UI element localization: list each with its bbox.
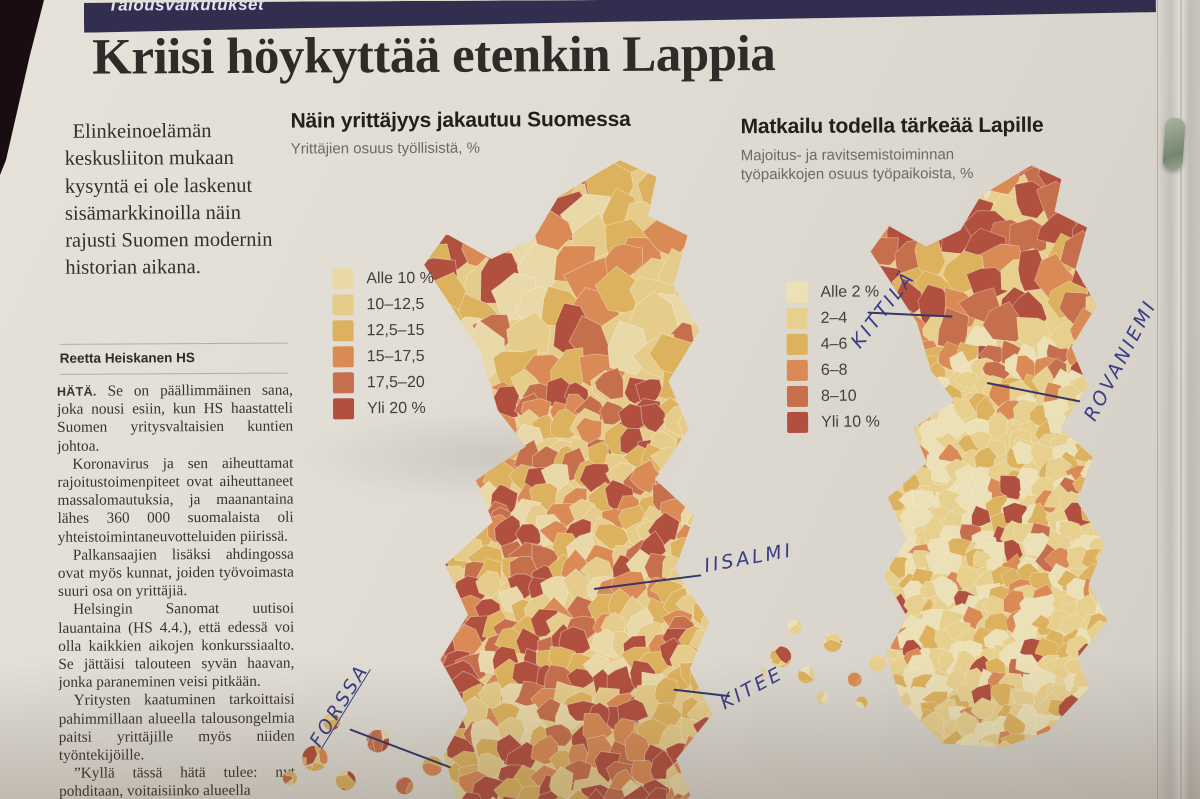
legend-label: Yli 20 % bbox=[366, 399, 426, 417]
map2-title: Matkailu todella tärkeää Lapille bbox=[740, 113, 1044, 139]
body-paragraph: HÄTÄ. Se on päällimmäinen sana, joka nou… bbox=[56, 381, 294, 455]
article-byline: Reetta Heiskanen HS bbox=[59, 350, 195, 366]
map1-legend: Alle 10 % 10–12,5 12,5–15 15–17,5 17,5–20 Yli… bbox=[332, 268, 434, 425]
page-crease bbox=[1180, 0, 1182, 799]
legend-row: 8–10 bbox=[786, 385, 880, 408]
legend-swatch bbox=[332, 398, 355, 420]
legend-label: 4–6 bbox=[820, 335, 848, 353]
legend-row: Alle 2 % bbox=[786, 281, 880, 304]
article-headline: Kriisi höykyttää etenkin Lappia bbox=[92, 26, 776, 86]
byline-rule-top bbox=[59, 342, 288, 345]
legend-row: Yli 10 % bbox=[787, 411, 880, 434]
legend-row: 17,5–20 bbox=[332, 372, 435, 394]
body-paragraph: ”Kyllä tässä hätä tulee: nyt pohditaan, … bbox=[59, 763, 295, 799]
article-body: HÄTÄ. Se on päällimmäinen sana, joka nou… bbox=[57, 382, 295, 799]
legend-row: 12,5–15 bbox=[332, 320, 435, 342]
finland-choropleth-map-1 bbox=[282, 159, 714, 799]
article-lead: Elinkeinoelämän keskusliiton mukaan kysy… bbox=[64, 120, 273, 280]
map2-legend: Alle 2 % 2–4 4–6 6–8 8–10 Yli 10 % bbox=[786, 281, 880, 438]
legend-row: Alle 10 % bbox=[332, 268, 434, 290]
legend-label: 2–4 bbox=[820, 309, 848, 327]
body-paragraph: Koronavirus ja sen aiheuttamat rajoitust… bbox=[57, 454, 294, 546]
legend-swatch bbox=[332, 346, 354, 368]
legend-label: Yli 10 % bbox=[821, 413, 880, 431]
legend-row: 15–17,5 bbox=[332, 346, 435, 368]
legend-label: 8–10 bbox=[820, 387, 857, 405]
body-paragraph: Helsingin Sanomat uutisoi lauantaina (HS… bbox=[58, 600, 295, 692]
legend-swatch bbox=[332, 372, 354, 394]
legend-swatch bbox=[786, 359, 808, 382]
paragraph-lead-in: HÄTÄ. bbox=[56, 384, 97, 399]
legend-row: 10–12,5 bbox=[332, 294, 434, 316]
legend-swatch bbox=[786, 307, 808, 330]
legend-row: Yli 20 % bbox=[332, 398, 435, 420]
legend-label: 6–8 bbox=[820, 361, 848, 379]
legend-label: 12,5–15 bbox=[366, 321, 425, 339]
legend-swatch bbox=[332, 268, 354, 290]
legend-swatch bbox=[786, 385, 809, 408]
legend-label: Alle 2 % bbox=[820, 283, 880, 301]
legend-label: 17,5–20 bbox=[366, 373, 425, 391]
body-paragraph: Palkansaajien lisäksi ahdingossa ovat my… bbox=[57, 545, 294, 601]
legend-swatch bbox=[786, 281, 808, 304]
map1-title: Näin yrittäjyys jakautuu Suomessa bbox=[290, 107, 631, 133]
legend-label: Alle 10 % bbox=[366, 269, 434, 287]
byline-rule-bottom bbox=[59, 372, 288, 375]
legend-swatch bbox=[786, 333, 808, 356]
legend-label: 10–12,5 bbox=[366, 295, 425, 313]
body-paragraph: Yritysten kaatuminen tarkoittaisi pahimm… bbox=[58, 691, 295, 764]
legend-label: 15–17,5 bbox=[366, 347, 425, 365]
legend-swatch bbox=[787, 411, 809, 434]
finland-choropleth-map-2 bbox=[758, 165, 1108, 749]
legend-swatch bbox=[332, 320, 354, 342]
legend-row: 6–8 bbox=[786, 359, 880, 382]
legend-swatch bbox=[332, 294, 354, 316]
section-kicker-label: Talousvaikutukset bbox=[107, 0, 265, 15]
page-edge-object bbox=[1162, 117, 1186, 171]
